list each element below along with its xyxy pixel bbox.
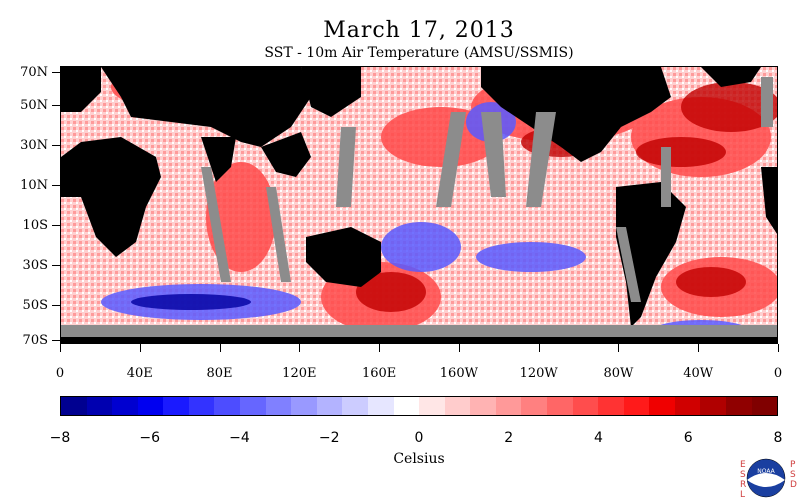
colorbar-tick-label: 0 bbox=[414, 430, 424, 446]
lon-label: 120E bbox=[282, 366, 317, 381]
lat-tick bbox=[52, 105, 60, 106]
lat-label: 30N bbox=[20, 138, 48, 153]
org-letter: S bbox=[790, 470, 796, 480]
colorbar-swatch bbox=[112, 397, 138, 415]
colorbar bbox=[60, 396, 778, 416]
colorbar-swatch bbox=[751, 397, 778, 415]
colorbar-swatch bbox=[367, 397, 394, 415]
lat-label: 70S bbox=[22, 333, 48, 348]
lon-label: 40E bbox=[126, 366, 153, 381]
colorbar-swatch bbox=[419, 397, 445, 415]
lat-tick bbox=[52, 225, 60, 226]
colorbar-swatch bbox=[623, 397, 650, 415]
colorbar-tick-label: −2 bbox=[318, 430, 340, 446]
colorbar-swatch bbox=[726, 397, 752, 415]
lon-tick bbox=[139, 344, 141, 352]
sst-map bbox=[60, 66, 778, 344]
colorbar-swatch bbox=[61, 397, 87, 415]
colorbar-swatch bbox=[649, 397, 675, 415]
map-subtitle: SST - 10m Air Temperature (AMSU/SSMIS) bbox=[264, 45, 574, 61]
lat-tick bbox=[52, 340, 60, 341]
org-letter: S bbox=[740, 470, 746, 480]
lon-tick bbox=[219, 344, 221, 352]
lat-tick bbox=[52, 305, 60, 306]
colorbar-swatch bbox=[470, 397, 496, 415]
lon-tick bbox=[778, 344, 779, 352]
colorbar-swatch bbox=[137, 397, 164, 415]
colorbar-tick-label: 2 bbox=[504, 430, 514, 446]
map-title: March 17, 2013 bbox=[323, 18, 515, 43]
lon-label: 80E bbox=[206, 366, 233, 381]
org-letter: D bbox=[790, 480, 797, 490]
colorbar-swatch bbox=[393, 397, 420, 415]
lon-tick bbox=[379, 344, 381, 352]
lon-label: 40W bbox=[683, 366, 714, 381]
lat-label: 10N bbox=[20, 178, 48, 193]
colorbar-swatch bbox=[674, 397, 701, 415]
lon-tick bbox=[458, 344, 460, 352]
colorbar-swatch bbox=[86, 397, 113, 415]
lon-label: 120W bbox=[519, 366, 558, 381]
org-letter: E bbox=[740, 460, 746, 470]
colorbar-swatch bbox=[316, 397, 343, 415]
lat-tick bbox=[52, 72, 60, 73]
colorbar-swatch bbox=[214, 397, 241, 415]
lat-tick bbox=[52, 265, 60, 266]
colorbar-tick-label: 6 bbox=[683, 430, 693, 446]
colorbar-swatch bbox=[265, 397, 292, 415]
colorbar-swatch bbox=[495, 397, 522, 415]
lon-tick bbox=[698, 344, 700, 352]
colorbar-swatch bbox=[163, 397, 189, 415]
lon-label: 160E bbox=[361, 366, 397, 381]
strong-cool-regions bbox=[131, 294, 251, 310]
colorbar-swatch bbox=[444, 397, 471, 415]
org-letter: R bbox=[740, 480, 747, 490]
colorbar-swatch bbox=[240, 397, 266, 415]
lat-tick bbox=[52, 145, 60, 146]
colorbar-tick-label: 8 bbox=[773, 430, 783, 446]
lat-label: 50N bbox=[20, 98, 48, 113]
lat-label: 10S bbox=[22, 218, 48, 233]
lat-label: 30S bbox=[22, 258, 48, 273]
colorbar-tick-label: 4 bbox=[594, 430, 603, 446]
noaa-logo-text: NOAA bbox=[757, 468, 775, 475]
lat-label: 50S bbox=[22, 298, 48, 313]
colorbar-swatch bbox=[291, 397, 317, 415]
noaa-logo-icon: NOAA bbox=[735, 458, 797, 498]
colorbar-swatch bbox=[342, 397, 368, 415]
land-masses bbox=[61, 67, 777, 343]
lat-tick bbox=[52, 185, 60, 186]
colorbar-swatch bbox=[521, 397, 547, 415]
lon-tick bbox=[60, 344, 61, 352]
colorbar-tick-label: −4 bbox=[229, 430, 250, 446]
colorbar-swatch bbox=[572, 397, 599, 415]
colorbar-tick-label: −8 bbox=[49, 430, 71, 446]
colorbar-swatch bbox=[188, 397, 215, 415]
lon-tick bbox=[299, 344, 301, 352]
colorbar-swatch bbox=[598, 397, 624, 415]
sst-map-graphic bbox=[61, 67, 777, 343]
lon-tick bbox=[538, 344, 540, 352]
colorbar-unit: Celsius bbox=[393, 451, 445, 467]
lon-label: 160W bbox=[439, 366, 478, 381]
lon-label: 0 bbox=[55, 366, 65, 381]
missing-data-swaths bbox=[61, 77, 777, 337]
colorbar-tick-label: −6 bbox=[139, 430, 161, 446]
lon-tick bbox=[618, 344, 620, 352]
org-letter: P bbox=[790, 460, 796, 470]
lon-label: 0 bbox=[773, 366, 783, 381]
lat-label: 70N bbox=[20, 65, 48, 80]
colorbar-swatch bbox=[546, 397, 573, 415]
org-letter: L bbox=[740, 490, 746, 500]
colorbar-swatch bbox=[700, 397, 727, 415]
lon-label: 80W bbox=[603, 366, 634, 381]
